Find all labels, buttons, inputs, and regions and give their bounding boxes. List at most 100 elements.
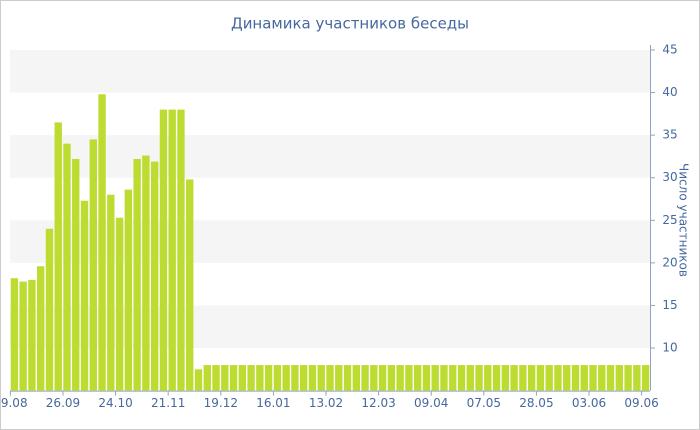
bar xyxy=(492,365,501,391)
y-tick-label: 35 xyxy=(662,128,677,142)
y-tick-label: 45 xyxy=(662,43,677,57)
bar xyxy=(563,365,571,391)
bar xyxy=(519,365,527,391)
bar xyxy=(203,365,211,391)
bar xyxy=(37,266,45,391)
bar xyxy=(159,109,168,391)
bar xyxy=(291,365,299,391)
bar xyxy=(317,365,325,391)
bar xyxy=(256,365,264,391)
x-tick-label: 19.12 xyxy=(204,396,238,410)
bar xyxy=(615,365,623,391)
bar xyxy=(387,365,396,391)
bar xyxy=(396,365,404,391)
bar xyxy=(150,161,159,391)
bar xyxy=(177,109,185,391)
bar xyxy=(571,365,580,391)
bar xyxy=(115,217,124,391)
bar xyxy=(361,365,369,391)
x-tick-label: 12.03 xyxy=(361,396,395,410)
bar xyxy=(72,158,80,391)
bar xyxy=(194,369,203,391)
grid-band xyxy=(10,50,650,93)
bar xyxy=(466,365,474,391)
bar xyxy=(308,365,317,391)
x-tick-label: 26.09 xyxy=(46,396,80,410)
bar xyxy=(133,158,141,391)
bar xyxy=(413,365,422,391)
bar xyxy=(273,365,282,391)
bar xyxy=(431,365,439,391)
bar xyxy=(229,365,238,391)
y-tick-label: 20 xyxy=(662,255,677,269)
bar xyxy=(527,365,536,391)
bar xyxy=(300,365,308,391)
bar xyxy=(168,109,176,391)
x-tick-label: 16.01 xyxy=(256,396,290,410)
x-tick-label: 29.08 xyxy=(0,396,28,410)
bar xyxy=(45,228,54,391)
bar xyxy=(598,365,606,391)
bar xyxy=(633,365,641,391)
bar xyxy=(98,94,106,391)
bar xyxy=(221,365,229,391)
bar xyxy=(89,139,97,391)
bar xyxy=(501,365,510,391)
bar xyxy=(343,365,352,391)
bar xyxy=(238,365,247,391)
bar xyxy=(264,365,273,391)
bar xyxy=(212,365,220,391)
y-tick-label: 40 xyxy=(662,85,677,99)
bar xyxy=(19,281,27,391)
bar xyxy=(624,365,632,391)
bar xyxy=(405,365,413,391)
bar xyxy=(352,365,360,391)
y-tick-label: 10 xyxy=(662,341,677,355)
bar xyxy=(589,365,597,391)
x-tick-label: 21.11 xyxy=(151,396,185,410)
bar xyxy=(606,365,615,391)
bar xyxy=(247,365,255,391)
bar xyxy=(335,365,343,391)
x-tick-label: 07.05 xyxy=(467,396,501,410)
y-axis-label: Число участников xyxy=(677,163,691,277)
bar xyxy=(475,365,483,391)
bar xyxy=(54,122,62,391)
bar xyxy=(457,365,466,391)
chart-title: Динамика участников беседы xyxy=(231,15,469,33)
y-tick-label: 15 xyxy=(662,298,677,312)
bar xyxy=(10,278,19,391)
x-tick-label: 09.04 xyxy=(414,396,448,410)
bar xyxy=(142,155,150,391)
bar xyxy=(80,200,89,391)
bar xyxy=(63,143,71,391)
bar xyxy=(641,365,650,391)
bar xyxy=(536,365,545,391)
bar xyxy=(554,365,562,391)
bar xyxy=(378,365,387,391)
bar xyxy=(440,365,448,391)
grid-band xyxy=(10,220,650,263)
y-tick-label: 25 xyxy=(662,213,677,227)
x-tick-label: 28.05 xyxy=(519,396,553,410)
bar xyxy=(545,365,553,391)
bar xyxy=(370,365,378,391)
x-tick-label: 09.06 xyxy=(624,396,658,410)
y-tick-label: 30 xyxy=(662,170,677,184)
bar xyxy=(510,365,518,391)
x-tick-label: 13.02 xyxy=(309,396,343,410)
bar xyxy=(124,189,133,391)
bar xyxy=(484,365,492,391)
bar xyxy=(28,279,36,391)
x-tick-label: 03.06 xyxy=(572,396,606,410)
bar xyxy=(282,365,290,391)
bar xyxy=(422,365,431,391)
x-tick-label: 24.10 xyxy=(98,396,132,410)
bar xyxy=(326,365,334,391)
bar xyxy=(580,365,588,391)
grid-band xyxy=(10,305,650,349)
bar xyxy=(107,194,115,391)
bar xyxy=(449,365,457,391)
grid-band xyxy=(10,135,650,178)
